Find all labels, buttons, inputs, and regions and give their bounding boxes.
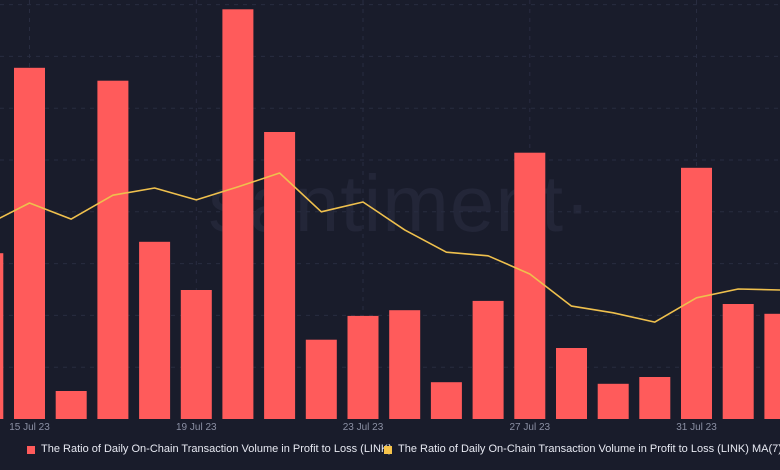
bar-17-jul-23[interactable] <box>97 80 129 419</box>
bar-22-jul-23[interactable] <box>305 339 337 419</box>
bar-21-jul-23[interactable] <box>264 132 296 419</box>
bar-27-jul-23[interactable] <box>514 152 546 419</box>
chart-canvas[interactable]: 15 Jul 23 19 Jul 23 23 Jul 23 27 Jul 23 31 J… <box>0 0 780 437</box>
legend-label: The Ratio of Daily On-Chain Transaction … <box>398 443 780 455</box>
x-axis-label: 19 Jul 23 <box>176 422 217 433</box>
x-axis-label: 23 Jul 23 <box>343 422 384 433</box>
bar-23-jul-23[interactable] <box>347 315 379 419</box>
x-axis-label: 31 Jul 23 <box>676 422 717 433</box>
legend-label: The Ratio of Daily On-Chain Transaction … <box>41 443 392 455</box>
x-axis-label: 27 Jul 23 <box>510 422 551 433</box>
bar-16-jul-23[interactable] <box>55 391 87 419</box>
bar-24-jul-23[interactable] <box>389 310 421 419</box>
bar-30-jul-23[interactable] <box>639 377 671 419</box>
legend-swatch-bars <box>27 445 35 454</box>
bar-31-jul-23[interactable] <box>681 167 712 419</box>
bar-19-jul-23[interactable] <box>180 290 212 419</box>
bar-25-jul-23[interactable] <box>430 382 462 419</box>
x-axis-label: 15 Jul 23 <box>9 422 50 433</box>
bar-26-jul-23[interactable] <box>472 300 504 419</box>
bar-18-jul-23[interactable] <box>139 241 171 419</box>
bar-1-aug-23[interactable] <box>722 304 754 419</box>
bar-2-aug-23[interactable] <box>764 313 780 419</box>
bar-28-jul-23[interactable] <box>556 348 587 419</box>
bar-14-jul-23[interactable] <box>0 253 4 419</box>
legend-item-profit-loss-ratio-ma7[interactable]: The Ratio of Daily On-Chain Transaction … <box>384 443 780 456</box>
legend-item-profit-loss-ratio[interactable]: The Ratio of Daily On-Chain Transaction … <box>27 443 392 456</box>
bar-20-jul-23[interactable] <box>222 9 254 420</box>
legend-swatch-ma-line <box>384 445 392 454</box>
bar-15-jul-23[interactable] <box>14 67 45 420</box>
ma7-line[interactable] <box>0 172 780 323</box>
bar-29-jul-23[interactable] <box>597 383 629 419</box>
